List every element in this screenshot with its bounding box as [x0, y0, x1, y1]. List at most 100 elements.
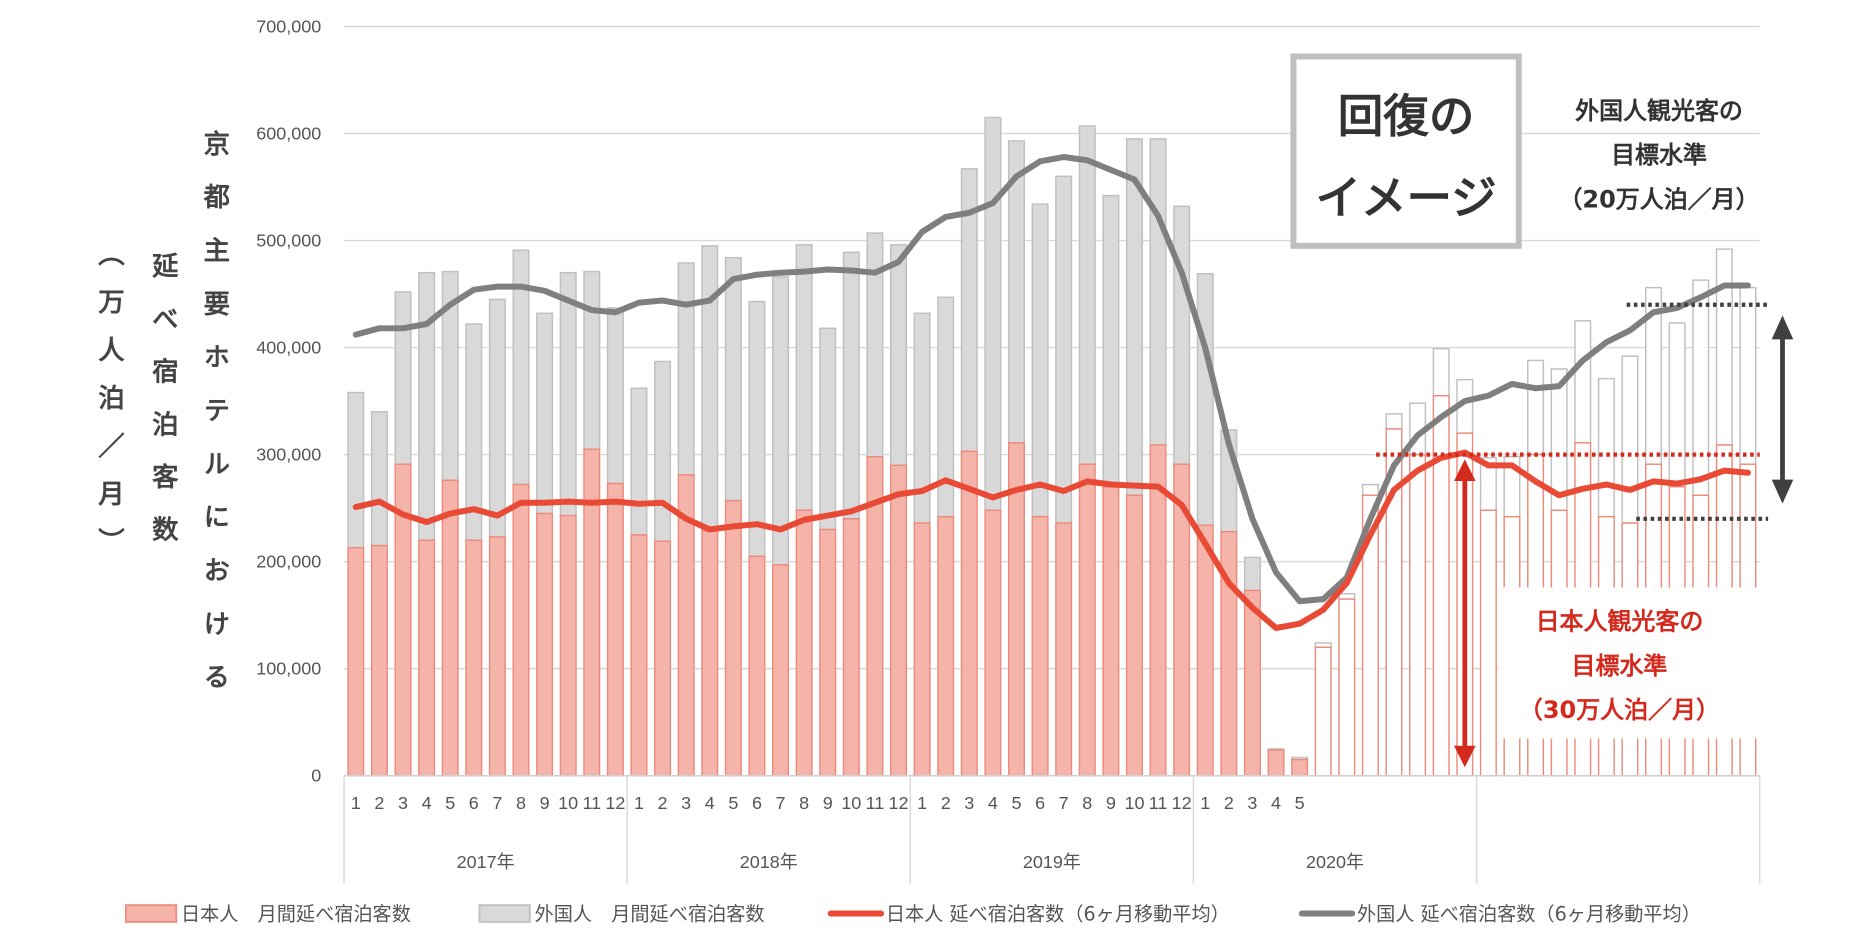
japanese-target-label: （30万人泊／月）	[1519, 696, 1720, 724]
recovery-image-box	[1290, 53, 1522, 249]
y-axis-title-column-3: （万人泊／月）	[93, 240, 125, 576]
bar-foreign	[1527, 359, 1545, 456]
bar-foreign	[1078, 125, 1096, 465]
bar-japanese	[1338, 598, 1356, 777]
bar-japanese	[1102, 485, 1120, 777]
month-label: 8	[799, 793, 809, 813]
y-tick-label: 700,000	[256, 16, 321, 36]
month-label: 9	[1106, 793, 1116, 813]
japanese-target-label: 目標水準	[1572, 652, 1668, 680]
month-label: 6	[469, 793, 479, 813]
month-label: 1	[1200, 793, 1210, 813]
month-label: 12	[889, 793, 909, 813]
legend: 日本人 月間延べ宿泊客数 外国人 月間延べ宿泊客数 日本人 延べ宿泊客数（6ヶ月移動…	[124, 903, 1701, 926]
bar-japanese	[772, 564, 790, 777]
recovery-image-label: 回復の	[1338, 90, 1475, 143]
gridlines	[344, 25, 1760, 777]
bar-japanese	[748, 555, 766, 777]
bar-japanese	[654, 540, 672, 777]
foreign-target-label: 外国人観光客の	[1575, 97, 1743, 125]
bar-japanese	[1055, 522, 1073, 777]
bar-japanese	[819, 528, 837, 777]
month-label: 10	[1124, 793, 1144, 813]
month-label: 9	[540, 793, 550, 813]
bar-foreign	[630, 387, 648, 536]
bar-japanese	[1291, 758, 1309, 777]
month-label: 11	[1149, 793, 1168, 813]
month-label: 5	[1011, 793, 1021, 813]
y-axis-title-column-1: 京都主要ホテルにおける	[198, 129, 230, 717]
legend-swatch	[124, 904, 178, 923]
bar-foreign	[842, 251, 860, 520]
y-tick-label: 200,000	[256, 552, 321, 572]
japanese-target-label: 日本人観光客の	[1536, 607, 1704, 635]
bar-foreign	[866, 232, 884, 458]
bar-japanese	[1314, 646, 1332, 777]
foreign-target-label: （20万人泊／月）	[1558, 185, 1759, 213]
month-label: 5	[728, 793, 738, 813]
bar-japanese	[795, 509, 813, 777]
bar-japanese	[724, 499, 742, 777]
japanese-target-backdrop	[1498, 587, 1760, 739]
month-label: 8	[1082, 793, 1092, 813]
bar-japanese	[630, 534, 648, 777]
bar-foreign	[1597, 377, 1615, 518]
bar-foreign	[1739, 286, 1757, 465]
month-label: 12	[1172, 793, 1192, 813]
bar-foreign	[795, 244, 813, 511]
line-japanese-moving-average	[352, 449, 1751, 631]
bar-japanese	[606, 482, 624, 777]
bar-foreign	[1055, 175, 1073, 524]
legend-label: 外国人 月間延べ宿泊客数	[535, 903, 765, 926]
month-label: 3	[964, 793, 974, 813]
month-label: 12	[605, 793, 625, 813]
bar-foreign	[488, 298, 506, 538]
line-foreign-moving-average	[352, 154, 1751, 605]
bar-japanese	[1409, 453, 1427, 777]
month-label: 8	[516, 793, 526, 813]
bar-foreign	[654, 360, 672, 543]
month-label: 4	[705, 793, 715, 813]
month-label: 10	[841, 793, 861, 813]
bar-japanese	[1243, 589, 1261, 777]
annotations: 回復のイメージ外国人観光客の目標水準（20万人泊／月）日本人観光客の目標水準（3…	[1290, 53, 1794, 768]
arrow-up-icon	[1771, 315, 1794, 340]
bar-foreign	[394, 291, 412, 465]
month-label: 1	[634, 793, 644, 813]
month-label: 4	[988, 793, 998, 813]
month-label: 7	[492, 793, 502, 813]
bar-foreign	[724, 256, 742, 502]
bar-foreign	[1031, 203, 1049, 518]
bar-foreign	[536, 312, 554, 515]
bar-japanese	[889, 464, 908, 777]
arrow-up-icon	[1454, 459, 1476, 481]
bar-japanese	[583, 448, 601, 777]
bar-japanese	[512, 483, 530, 777]
bar-japanese	[465, 539, 483, 777]
bar-foreign	[1385, 413, 1403, 430]
month-label: 7	[1059, 793, 1069, 813]
year-label: 2017年	[457, 852, 515, 872]
month-label: 6	[752, 793, 762, 813]
bar-foreign	[1102, 194, 1120, 488]
y-tick-label: 600,000	[256, 123, 321, 143]
bar-japanese	[842, 518, 860, 777]
bar-foreign	[677, 262, 695, 476]
bar-foreign	[1361, 483, 1379, 496]
month-label: 9	[823, 793, 833, 813]
bar-japanese	[1125, 494, 1143, 777]
month-label: 10	[558, 793, 578, 813]
bar-japanese	[701, 529, 719, 777]
month-label: 5	[1295, 793, 1305, 813]
year-label: 2020年	[1306, 852, 1364, 872]
bar-foreign	[889, 244, 908, 467]
y-axis-title: 京都主要ホテルにおける 延べ宿泊客数 （万人泊／月）	[93, 129, 231, 717]
foreign-target-label: 目標水準	[1611, 141, 1707, 169]
y-axis-ticks: 0 100,000 200,000 300,000 400,000 500,000 600,…	[256, 16, 321, 785]
month-label: 2	[374, 793, 384, 813]
bar-japanese	[960, 450, 978, 777]
bar-japanese	[559, 514, 577, 777]
bar-japanese	[441, 479, 459, 777]
y-tick-label: 100,000	[256, 659, 321, 679]
